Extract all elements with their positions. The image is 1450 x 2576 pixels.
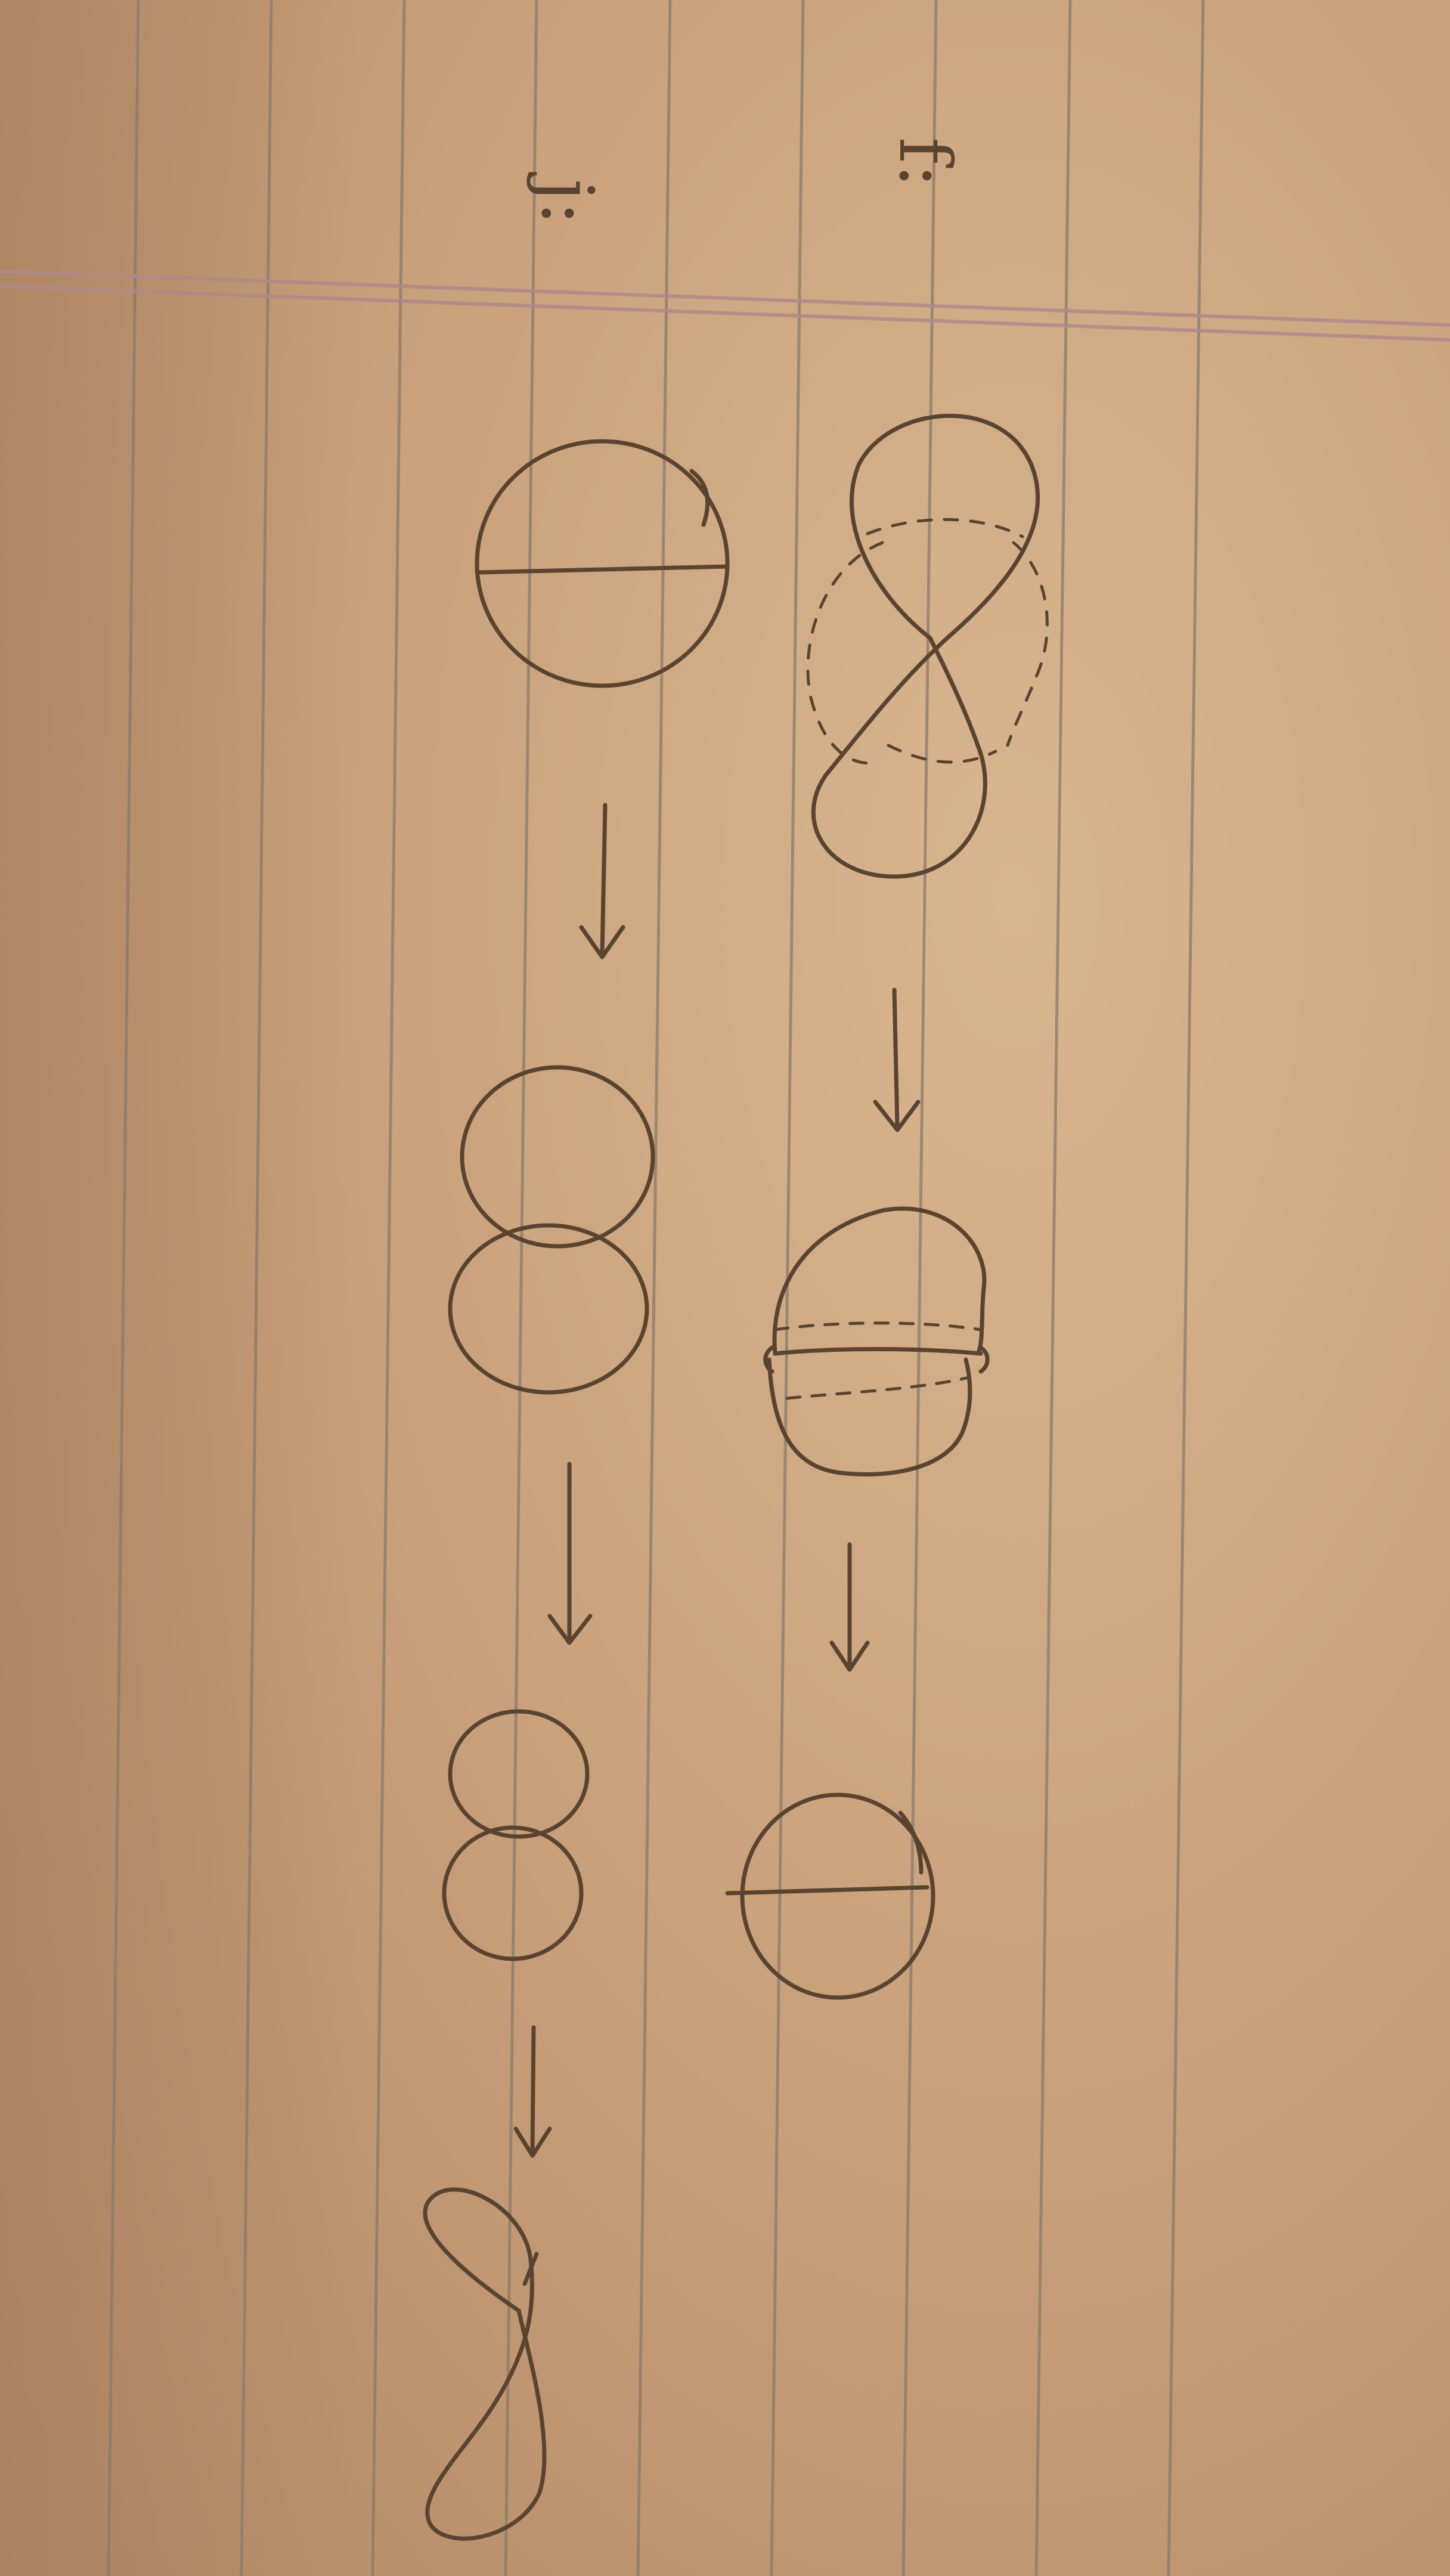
right-step-1-figure-eight <box>806 413 1049 879</box>
column-labels: j: f: <box>525 137 966 225</box>
right-arrow-2 <box>829 1542 870 1672</box>
ruled-lines <box>107 0 1205 2576</box>
left-step-4-figure-eight <box>423 2187 547 2541</box>
right-step-3-circle <box>725 1792 935 2000</box>
left-step-1-circle <box>475 439 730 688</box>
left-step-2-stacked-circles <box>448 1065 655 1395</box>
left-step-3-stacked-circles <box>442 1709 590 1961</box>
right-step-2-stacked-shape <box>763 1206 990 1476</box>
left-arrow-2 <box>547 1462 593 1645</box>
label-left: j: <box>525 172 608 225</box>
right-arrow-1 <box>873 987 921 1132</box>
left-arrow-1 <box>579 803 625 959</box>
margin-line <box>0 270 1450 342</box>
sketch <box>423 413 1049 2541</box>
left-arrow-3 <box>513 2025 552 2158</box>
label-right: f: <box>883 137 966 188</box>
